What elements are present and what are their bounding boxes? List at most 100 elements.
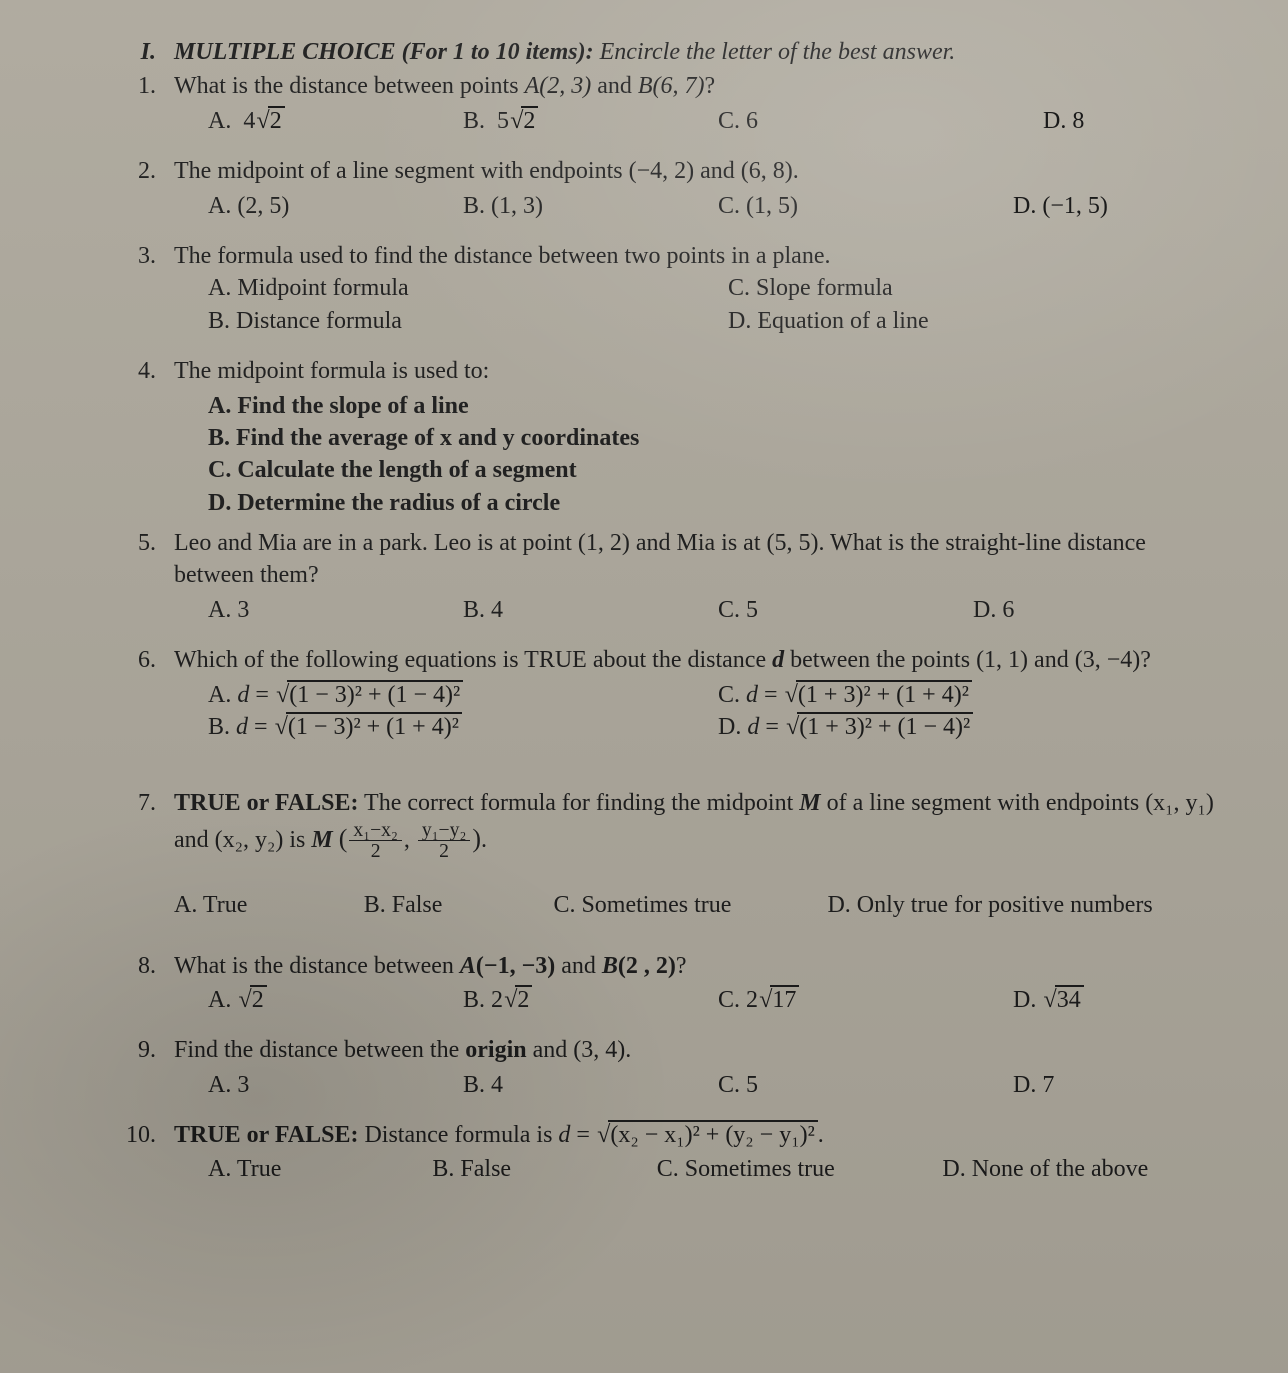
q9-p: (3, 4) [573,1037,625,1063]
q8-number: 8. [100,950,174,982]
q3-number: 3. [100,240,174,272]
q10-d: d [558,1122,570,1148]
q2-p1: (−4, 2) [629,158,695,184]
q2-body: The midpoint of a line segment with endp… [174,155,1228,222]
q9-opt-d: D. 7 [1013,1069,1268,1101]
section-roman: I. [100,36,174,68]
q9-opt-c: C. 5 [718,1069,973,1101]
q9-options: A. 3 B. 4 C. 5 D. 7 [174,1069,1228,1101]
q1-A: A(2, 3) [525,73,592,99]
q10-dot: . [818,1122,824,1148]
q6-text-a: Which of the following equations is TRUE… [174,647,772,673]
q7-opt-d: D. Only true for positive numbers [827,889,1228,921]
q7-opt-b: B. False [364,889,554,921]
q8-opt-a: A. √2 [208,984,463,1016]
q6-opt-a: A. d = √(1 − 3)² + (1 − 4)² [208,679,718,711]
q8-opt-c: C. 2√17 [718,984,973,1016]
q6-opt-d: D. d = √(1 + 3)² + (1 − 4)² [718,711,1228,743]
q6-text-d: ? [1140,647,1151,673]
q1-number: 1. [100,70,174,102]
q10-eq: = [570,1122,596,1148]
q7: 7. TRUE or FALSE: The correct formula fo… [100,787,1228,921]
q8-text-c: ? [676,953,687,979]
q4-opt-d: D. Determine the radius of a circle [208,487,1228,519]
q1-opt-b: B. 5√2 [463,105,718,137]
q1-opt-d: D. 8 [1043,105,1288,137]
q6-text-b: between the points [784,647,976,673]
q5-text-a: Leo and Mia are in a park. Leo is at poi… [174,530,578,556]
q4-number: 4. [100,355,174,387]
q4-text: The midpoint formula is used to: [174,358,489,384]
q2-p2: (6, 8). [741,158,799,184]
q10-opt-b: B. False [432,1153,656,1185]
q7-text-c: of a line segment with endpoints [821,790,1146,816]
q8-opt-b: B. 2√2 [463,984,718,1016]
q9-number: 9. [100,1034,174,1066]
q1-B: B(6, 7) [638,73,705,99]
q2-number: 2. [100,155,174,187]
section-title-bold: MULTIPLE CHOICE (For 1 to 10 items): [174,39,594,65]
q4-opt-b: B. Find the average of x and y coordinat… [208,422,1228,454]
q5-text-b: and Mia is at [630,530,767,556]
q2-options: A. (2, 5) B. (1, 3) C. (1, 5) D. (−1, 5) [174,190,1228,222]
q3-text: The formula used to find the distance be… [174,243,830,269]
q5-options: A. 3 B. 4 C. 5 D. 6 [174,594,1228,626]
q2-opt-d: D. (−1, 5) [1013,190,1268,222]
q8-opt-d: D. √34 [1013,984,1268,1016]
section-title-rest: Encircle the letter of the best answer. [594,39,956,65]
q9-text-c: . [625,1037,631,1063]
q5: 5. Leo and Mia are in a park. Leo is at … [100,527,1228,626]
q8-body: What is the distance between A(−1, −3) a… [174,950,1228,1017]
q6-body: Which of the following equations is TRUE… [174,644,1228,743]
q6-options: A. d = √(1 − 3)² + (1 − 4)² C. d = √(1 +… [174,679,1228,744]
q1-body: What is the distance between points A(2,… [174,70,1228,137]
q7-options: A. True B. False C. Sometimes true D. On… [174,889,1228,921]
q6-number: 6. [100,644,174,676]
q3-options: A. Midpoint formula C. Slope formula B. … [174,272,1228,337]
section-title: MULTIPLE CHOICE (For 1 to 10 items): Enc… [174,36,1228,68]
q9-opt-a: A. 3 [208,1069,463,1101]
section-header: I. MULTIPLE CHOICE (For 1 to 10 items): … [100,36,1228,68]
q6-p2: (3, −4) [1075,647,1141,673]
q8-A: A [460,953,476,979]
q10-opt-a: A. True [208,1153,432,1185]
q1-text-c: ? [705,73,716,99]
q1: 1. What is the distance between points A… [100,70,1228,137]
q7-tf: TRUE or FALSE: [174,790,358,816]
q10-number: 10. [100,1119,174,1151]
q9-text-b: and [527,1037,574,1063]
q2-text-b: and [694,158,741,184]
q4-opt-c: C. Calculate the length of a segment [208,454,1228,486]
q3-opt-a: A. Midpoint formula [208,272,700,304]
q6-opt-c: C. d = √(1 + 3)² + (1 + 4)² [718,679,1228,711]
q1-text-b: and [591,73,638,99]
q10-opt-d: D. None of the above [942,1153,1228,1185]
q6-d: d [772,647,784,673]
q7-M: M [799,790,820,816]
q8-text-a: What is the distance between [174,953,460,979]
q8-text-b: and [555,953,602,979]
q9-text-a: Find the distance between the [174,1037,465,1063]
q6-p1: (1, 1) [976,647,1028,673]
q7-text-e: is [283,827,311,853]
q1-text-a: What is the distance between points [174,73,525,99]
q3-body: The formula used to find the distance be… [174,240,1228,337]
q7-p2: (x₂, y₂) [215,827,284,853]
q5-number: 5. [100,527,174,559]
q8-options: A. √2 B. 2√2 C. 2√17 D. √34 [174,984,1228,1016]
q7-text-b: The correct formula for finding the midp… [358,790,799,816]
q7-body: TRUE or FALSE: The correct formula for f… [174,787,1228,921]
q3: 3. The formula used to find the distance… [100,240,1228,337]
q1-opt-c: C. 6 [718,105,973,137]
q5-body: Leo and Mia are in a park. Leo is at poi… [174,527,1228,626]
q10-opt-c: C. Sometimes true [657,1153,943,1185]
q4: 4. The midpoint formula is used to: A. F… [100,355,1228,519]
q10-options: A. True B. False C. Sometimes true D. No… [174,1153,1228,1185]
q2-opt-b: B. (1, 3) [463,190,718,222]
q7-text-d: and [174,827,215,853]
q5-opt-a: A. 3 [208,594,463,626]
q6: 6. Which of the following equations is T… [100,644,1228,743]
q6-opt-b: B. d = √(1 − 3)² + (1 + 4)² [208,711,718,743]
q7-p1: (x₁, y₁) [1145,790,1214,816]
q2-text-a: The midpoint of a line segment with endp… [174,158,629,184]
